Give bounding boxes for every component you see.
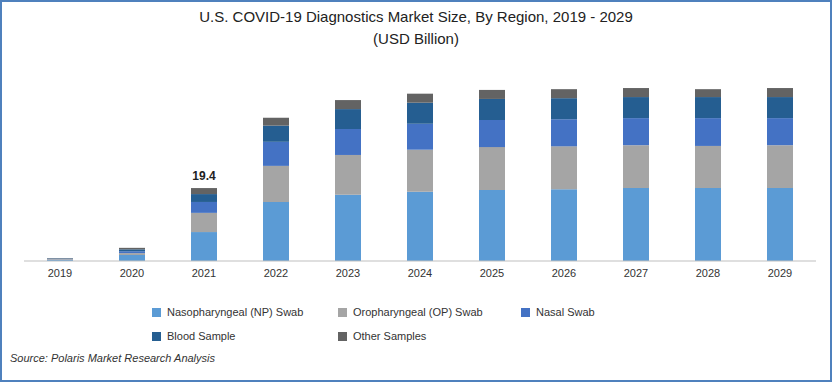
svg-text:2028: 2028 <box>696 267 720 279</box>
html-text:Blood Sample: Blood Sample <box>167 330 236 342</box>
svg-text:19.4: 19.4 <box>192 169 216 183</box>
html-text:U.S. COVID-19 Diagnostics Mark: U.S. COVID-19 Diagnostics Market Size, B… <box>199 8 633 25</box>
html-text:(USD Billion): (USD Billion) <box>373 30 459 47</box>
html-text:Nasal Swab: Nasal Swab <box>536 306 595 318</box>
svg-text:2029: 2029 <box>768 267 792 279</box>
html-text:Source: Polaris Market Researc: Source: Polaris Market Research Analysis <box>10 352 215 364</box>
html-text:Oropharyngeal (OP) Swab: Oropharyngeal (OP) Swab <box>353 306 483 318</box>
svg-text:2019: 2019 <box>48 267 72 279</box>
svg-text:2022: 2022 <box>264 267 288 279</box>
svg-text:2024: 2024 <box>408 267 432 279</box>
svg-text:2020: 2020 <box>120 267 144 279</box>
svg-text:2026: 2026 <box>552 267 576 279</box>
svg-text:2025: 2025 <box>480 267 504 279</box>
svg-text:2027: 2027 <box>624 267 648 279</box>
svg-text:2021: 2021 <box>192 267 216 279</box>
html-text:Nasopharyngeal (NP) Swab: Nasopharyngeal (NP) Swab <box>167 306 304 318</box>
svg-text:2023: 2023 <box>336 267 360 279</box>
html-text:Other Samples: Other Samples <box>353 330 427 342</box>
